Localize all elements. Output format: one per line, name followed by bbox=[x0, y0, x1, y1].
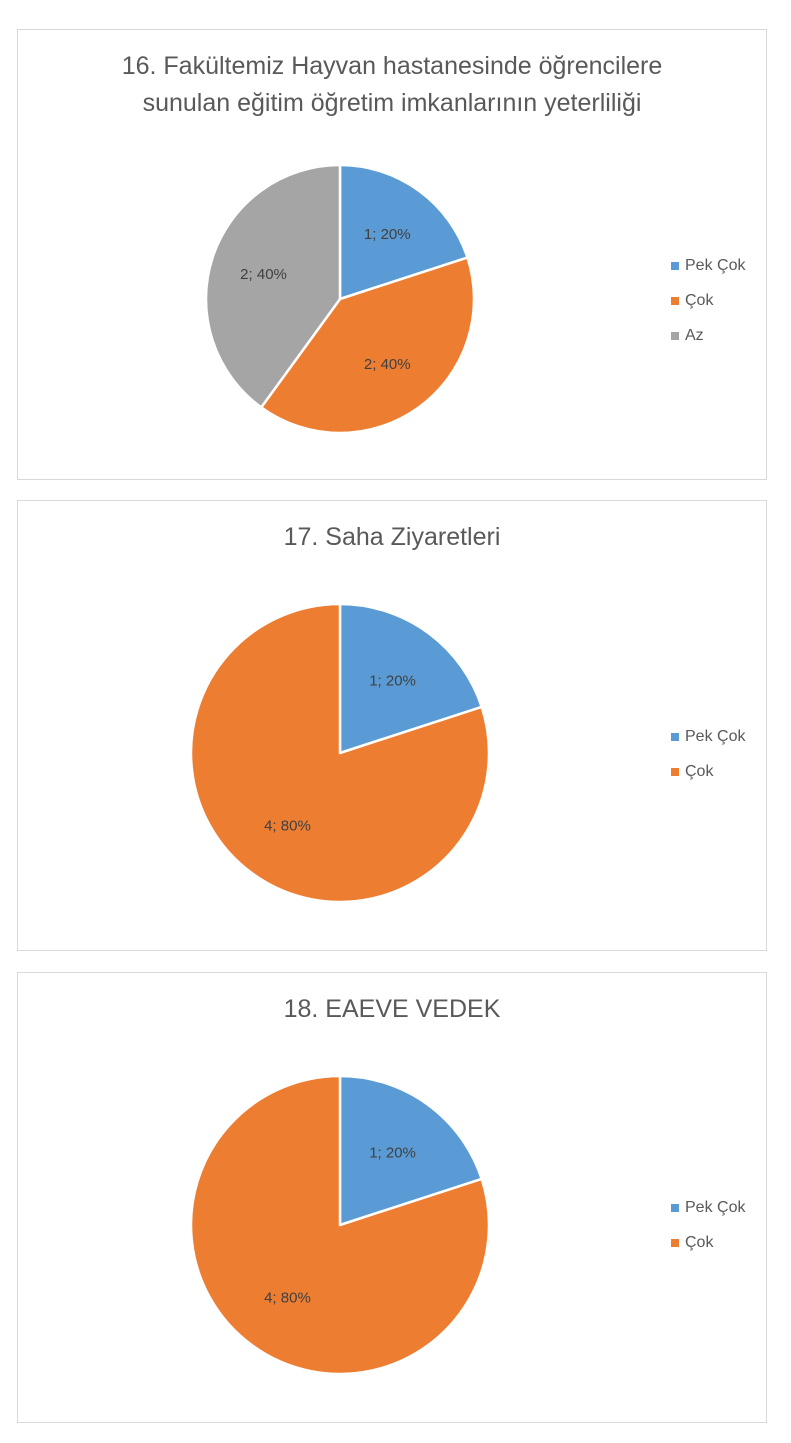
pie-chart-16: 16. Fakültemiz Hayvan hastanesinde öğren… bbox=[17, 29, 767, 480]
legend-swatch bbox=[671, 261, 679, 270]
chart-title: 16. Fakültemiz Hayvan hastanesinde öğren… bbox=[18, 48, 766, 122]
pie-slice-çok bbox=[189, 602, 491, 904]
pie-slice-pek-çok bbox=[338, 1074, 483, 1227]
legend-item: Az bbox=[671, 318, 745, 353]
slice-data-label: 4; 80% bbox=[264, 1289, 311, 1306]
legend-item: Çok bbox=[671, 283, 745, 318]
slice-data-label: 2; 40% bbox=[364, 356, 411, 373]
pie-slice-pek-çok bbox=[338, 163, 469, 301]
legend-label: Pek Çok bbox=[685, 727, 746, 745]
legend-swatch bbox=[671, 1238, 679, 1247]
chart-title: 17. Saha Ziyaretleri bbox=[18, 519, 766, 556]
legend-swatch bbox=[671, 296, 679, 305]
legend-swatch bbox=[671, 331, 679, 340]
chart-legend: Pek Çok Çok Az bbox=[671, 248, 745, 353]
pie-plot: 1; 20% 2; 40% 2; 40% bbox=[204, 163, 476, 435]
chart-title-line-1: 18. EAEVE VEDEK bbox=[283, 995, 501, 1023]
pie-slice-pek-çok bbox=[338, 602, 483, 755]
legend-label: Pek Çok bbox=[685, 256, 746, 274]
slice-data-label: 4; 80% bbox=[264, 817, 311, 834]
legend-swatch bbox=[671, 1203, 679, 1212]
slice-data-label: 1; 20% bbox=[364, 226, 411, 243]
legend-label: Çok bbox=[685, 1233, 714, 1251]
legend-label: Az bbox=[685, 326, 704, 344]
chart-legend: Pek Çok Çok bbox=[671, 1190, 745, 1260]
pie-chart-17: 17. Saha Ziyaretleri 1; 20% 4; 80% Pek Ço… bbox=[17, 500, 767, 951]
legend-swatch bbox=[671, 767, 679, 776]
legend-item: Çok bbox=[671, 1225, 745, 1260]
pie-plot: 1; 20% 4; 80% bbox=[189, 602, 491, 904]
pie-slice-az bbox=[204, 163, 342, 409]
legend-item: Pek Çok bbox=[671, 248, 745, 283]
slice-data-label: 1; 20% bbox=[369, 1145, 416, 1162]
chart-title: 18. EAEVE VEDEK bbox=[18, 991, 766, 1028]
pie-plot: 1; 20% 4; 80% bbox=[189, 1074, 491, 1376]
slice-data-label: 2; 40% bbox=[240, 266, 287, 283]
legend-item: Pek Çok bbox=[671, 719, 745, 754]
chart-title-line-1: 16. Fakültemiz Hayvan hastanesinde öğren… bbox=[121, 52, 663, 80]
legend-swatch bbox=[671, 732, 679, 741]
legend-item: Çok bbox=[671, 754, 745, 789]
slice-data-label: 1; 20% bbox=[369, 673, 416, 690]
legend-label: Çok bbox=[685, 762, 714, 780]
pie-slice-çok bbox=[259, 256, 476, 435]
legend-label: Çok bbox=[685, 291, 714, 309]
chart-title-line-1: 17. Saha Ziyaretleri bbox=[283, 523, 501, 551]
legend-label: Pek Çok bbox=[685, 1198, 746, 1216]
chart-legend: Pek Çok Çok bbox=[671, 719, 745, 789]
legend-item: Pek Çok bbox=[671, 1190, 745, 1225]
chart-title-line-2: sunulan eğitim öğretim imkanlarının yete… bbox=[142, 89, 642, 117]
pie-chart-18: 18. EAEVE VEDEK 1; 20% 4; 80% Pek Çok Çok bbox=[17, 972, 767, 1423]
pie-slice-çok bbox=[189, 1074, 491, 1376]
